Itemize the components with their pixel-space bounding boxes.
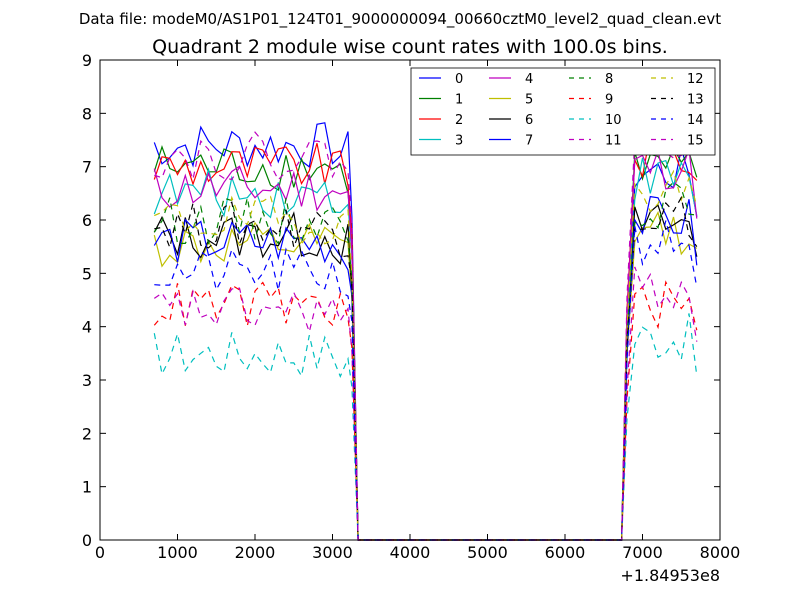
x-tick-label: 4000 bbox=[390, 543, 431, 562]
legend-label-9: 9 bbox=[605, 93, 613, 108]
legend-frame bbox=[410, 67, 716, 156]
y-tick-label: 6 bbox=[82, 211, 92, 230]
series-line-8 bbox=[153, 181, 697, 541]
legend-label-0: 0 bbox=[455, 72, 463, 87]
y-tick-label: 0 bbox=[82, 531, 92, 550]
x-tick-label: 0 bbox=[95, 543, 105, 562]
y-tick-label: 2 bbox=[82, 424, 92, 443]
legend-label-11: 11 bbox=[605, 134, 622, 149]
legend-label-7: 7 bbox=[525, 134, 533, 149]
legend-label-8: 8 bbox=[605, 72, 613, 87]
series-layer bbox=[153, 116, 698, 541]
series-line-1 bbox=[153, 145, 698, 541]
series-line-2 bbox=[153, 132, 698, 541]
x-tick-label: 7000 bbox=[622, 543, 663, 562]
legend-label-13: 13 bbox=[687, 93, 704, 108]
series-line-10 bbox=[153, 313, 698, 541]
legend-label-15: 15 bbox=[687, 134, 704, 149]
series-line-14 bbox=[154, 220, 698, 541]
legend-label-10: 10 bbox=[605, 113, 622, 128]
series-line-9 bbox=[153, 280, 698, 541]
y-tick-label: 9 bbox=[82, 51, 92, 70]
legend-label-5: 5 bbox=[525, 93, 533, 108]
y-tick-label: 1 bbox=[82, 478, 92, 497]
series-line-5 bbox=[153, 210, 698, 541]
series-line-0 bbox=[153, 122, 698, 541]
series-line-4 bbox=[153, 148, 698, 541]
chart-title: Quadrant 2 module wise count rates with … bbox=[152, 36, 668, 58]
x-tick-label: 1000 bbox=[157, 543, 198, 562]
series-line-6 bbox=[153, 204, 698, 541]
x-tick-label: 5000 bbox=[467, 543, 508, 562]
legend-label-2: 2 bbox=[455, 113, 463, 128]
y-tick-label: 5 bbox=[82, 264, 92, 283]
y-tick-label: 3 bbox=[82, 371, 92, 390]
legend-label-4: 4 bbox=[525, 72, 533, 87]
y-tick-label: 7 bbox=[82, 158, 92, 177]
series-line-3 bbox=[153, 157, 698, 541]
legend-label-3: 3 bbox=[455, 134, 463, 149]
series-line-12 bbox=[154, 169, 698, 541]
legend-label-1: 1 bbox=[455, 93, 463, 108]
y-tick-label: 8 bbox=[82, 104, 92, 123]
y-tick-label: 4 bbox=[82, 318, 92, 337]
legend-label-6: 6 bbox=[525, 113, 533, 128]
series-line-11 bbox=[153, 266, 698, 541]
x-tick-label: 6000 bbox=[545, 543, 586, 562]
x-tick-label: 8000 bbox=[700, 543, 741, 562]
series-line-7 bbox=[153, 195, 698, 541]
legend-label-14: 14 bbox=[687, 113, 704, 128]
legend-label-12: 12 bbox=[687, 72, 704, 87]
series-line-15 bbox=[154, 116, 698, 541]
x-tick-label: 3000 bbox=[312, 543, 353, 562]
x-axis-offset-label: +1.84953e8 bbox=[620, 566, 720, 585]
series-line-13 bbox=[154, 195, 698, 541]
x-axis: 0 1000 2000 3000 4000 5000 6000 7000 8000 bbox=[95, 60, 740, 562]
x-tick-label: 2000 bbox=[235, 543, 276, 562]
chart-suptitle: Data file: modeM0/AS1P01_124T01_90000000… bbox=[79, 10, 721, 29]
